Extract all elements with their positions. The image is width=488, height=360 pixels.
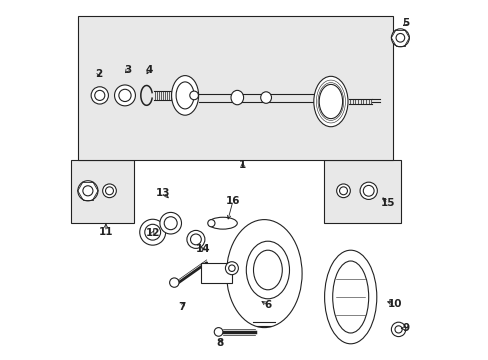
Circle shape xyxy=(82,186,93,196)
Ellipse shape xyxy=(339,187,347,195)
Ellipse shape xyxy=(332,261,368,333)
Text: 12: 12 xyxy=(145,228,160,238)
Circle shape xyxy=(169,278,179,287)
Ellipse shape xyxy=(190,234,201,245)
Circle shape xyxy=(394,326,401,333)
Ellipse shape xyxy=(160,212,181,234)
Text: 8: 8 xyxy=(216,338,223,348)
Text: 10: 10 xyxy=(387,299,402,309)
Ellipse shape xyxy=(230,90,243,105)
Circle shape xyxy=(390,29,408,47)
Ellipse shape xyxy=(260,92,271,103)
Ellipse shape xyxy=(208,217,237,229)
Ellipse shape xyxy=(359,182,377,199)
Text: 11: 11 xyxy=(99,227,113,237)
Text: 5: 5 xyxy=(401,18,408,28)
Circle shape xyxy=(228,265,235,271)
Text: 16: 16 xyxy=(225,196,240,206)
Text: 4: 4 xyxy=(145,65,152,75)
Ellipse shape xyxy=(176,82,194,109)
Ellipse shape xyxy=(105,187,113,195)
Circle shape xyxy=(390,322,405,337)
Text: 3: 3 xyxy=(123,65,131,75)
Text: 6: 6 xyxy=(264,300,271,310)
Bar xyxy=(78,16,392,160)
Ellipse shape xyxy=(95,90,104,100)
Text: 1: 1 xyxy=(239,160,246,170)
Circle shape xyxy=(225,262,238,275)
Ellipse shape xyxy=(186,230,204,248)
Text: 14: 14 xyxy=(195,244,210,254)
Circle shape xyxy=(78,181,98,201)
Circle shape xyxy=(214,328,223,336)
Text: 9: 9 xyxy=(402,323,408,333)
Ellipse shape xyxy=(144,224,160,240)
Circle shape xyxy=(207,220,215,227)
Ellipse shape xyxy=(164,217,177,230)
Ellipse shape xyxy=(171,76,198,115)
Ellipse shape xyxy=(140,219,165,245)
Ellipse shape xyxy=(246,241,289,299)
Text: 15: 15 xyxy=(380,198,394,208)
Text: 2: 2 xyxy=(95,69,102,79)
Ellipse shape xyxy=(324,250,376,344)
Ellipse shape xyxy=(313,76,347,127)
Circle shape xyxy=(395,33,404,42)
Text: 7: 7 xyxy=(178,302,185,312)
Ellipse shape xyxy=(119,89,131,102)
Bar xyxy=(201,263,231,283)
Ellipse shape xyxy=(114,85,135,106)
Ellipse shape xyxy=(91,87,108,104)
Bar xyxy=(71,160,134,223)
Circle shape xyxy=(189,91,198,100)
Ellipse shape xyxy=(253,250,282,290)
Ellipse shape xyxy=(102,184,116,198)
Text: 13: 13 xyxy=(156,188,170,198)
Bar xyxy=(323,160,400,223)
Ellipse shape xyxy=(363,185,373,196)
Ellipse shape xyxy=(226,220,302,328)
Ellipse shape xyxy=(336,184,349,198)
Ellipse shape xyxy=(319,85,342,119)
